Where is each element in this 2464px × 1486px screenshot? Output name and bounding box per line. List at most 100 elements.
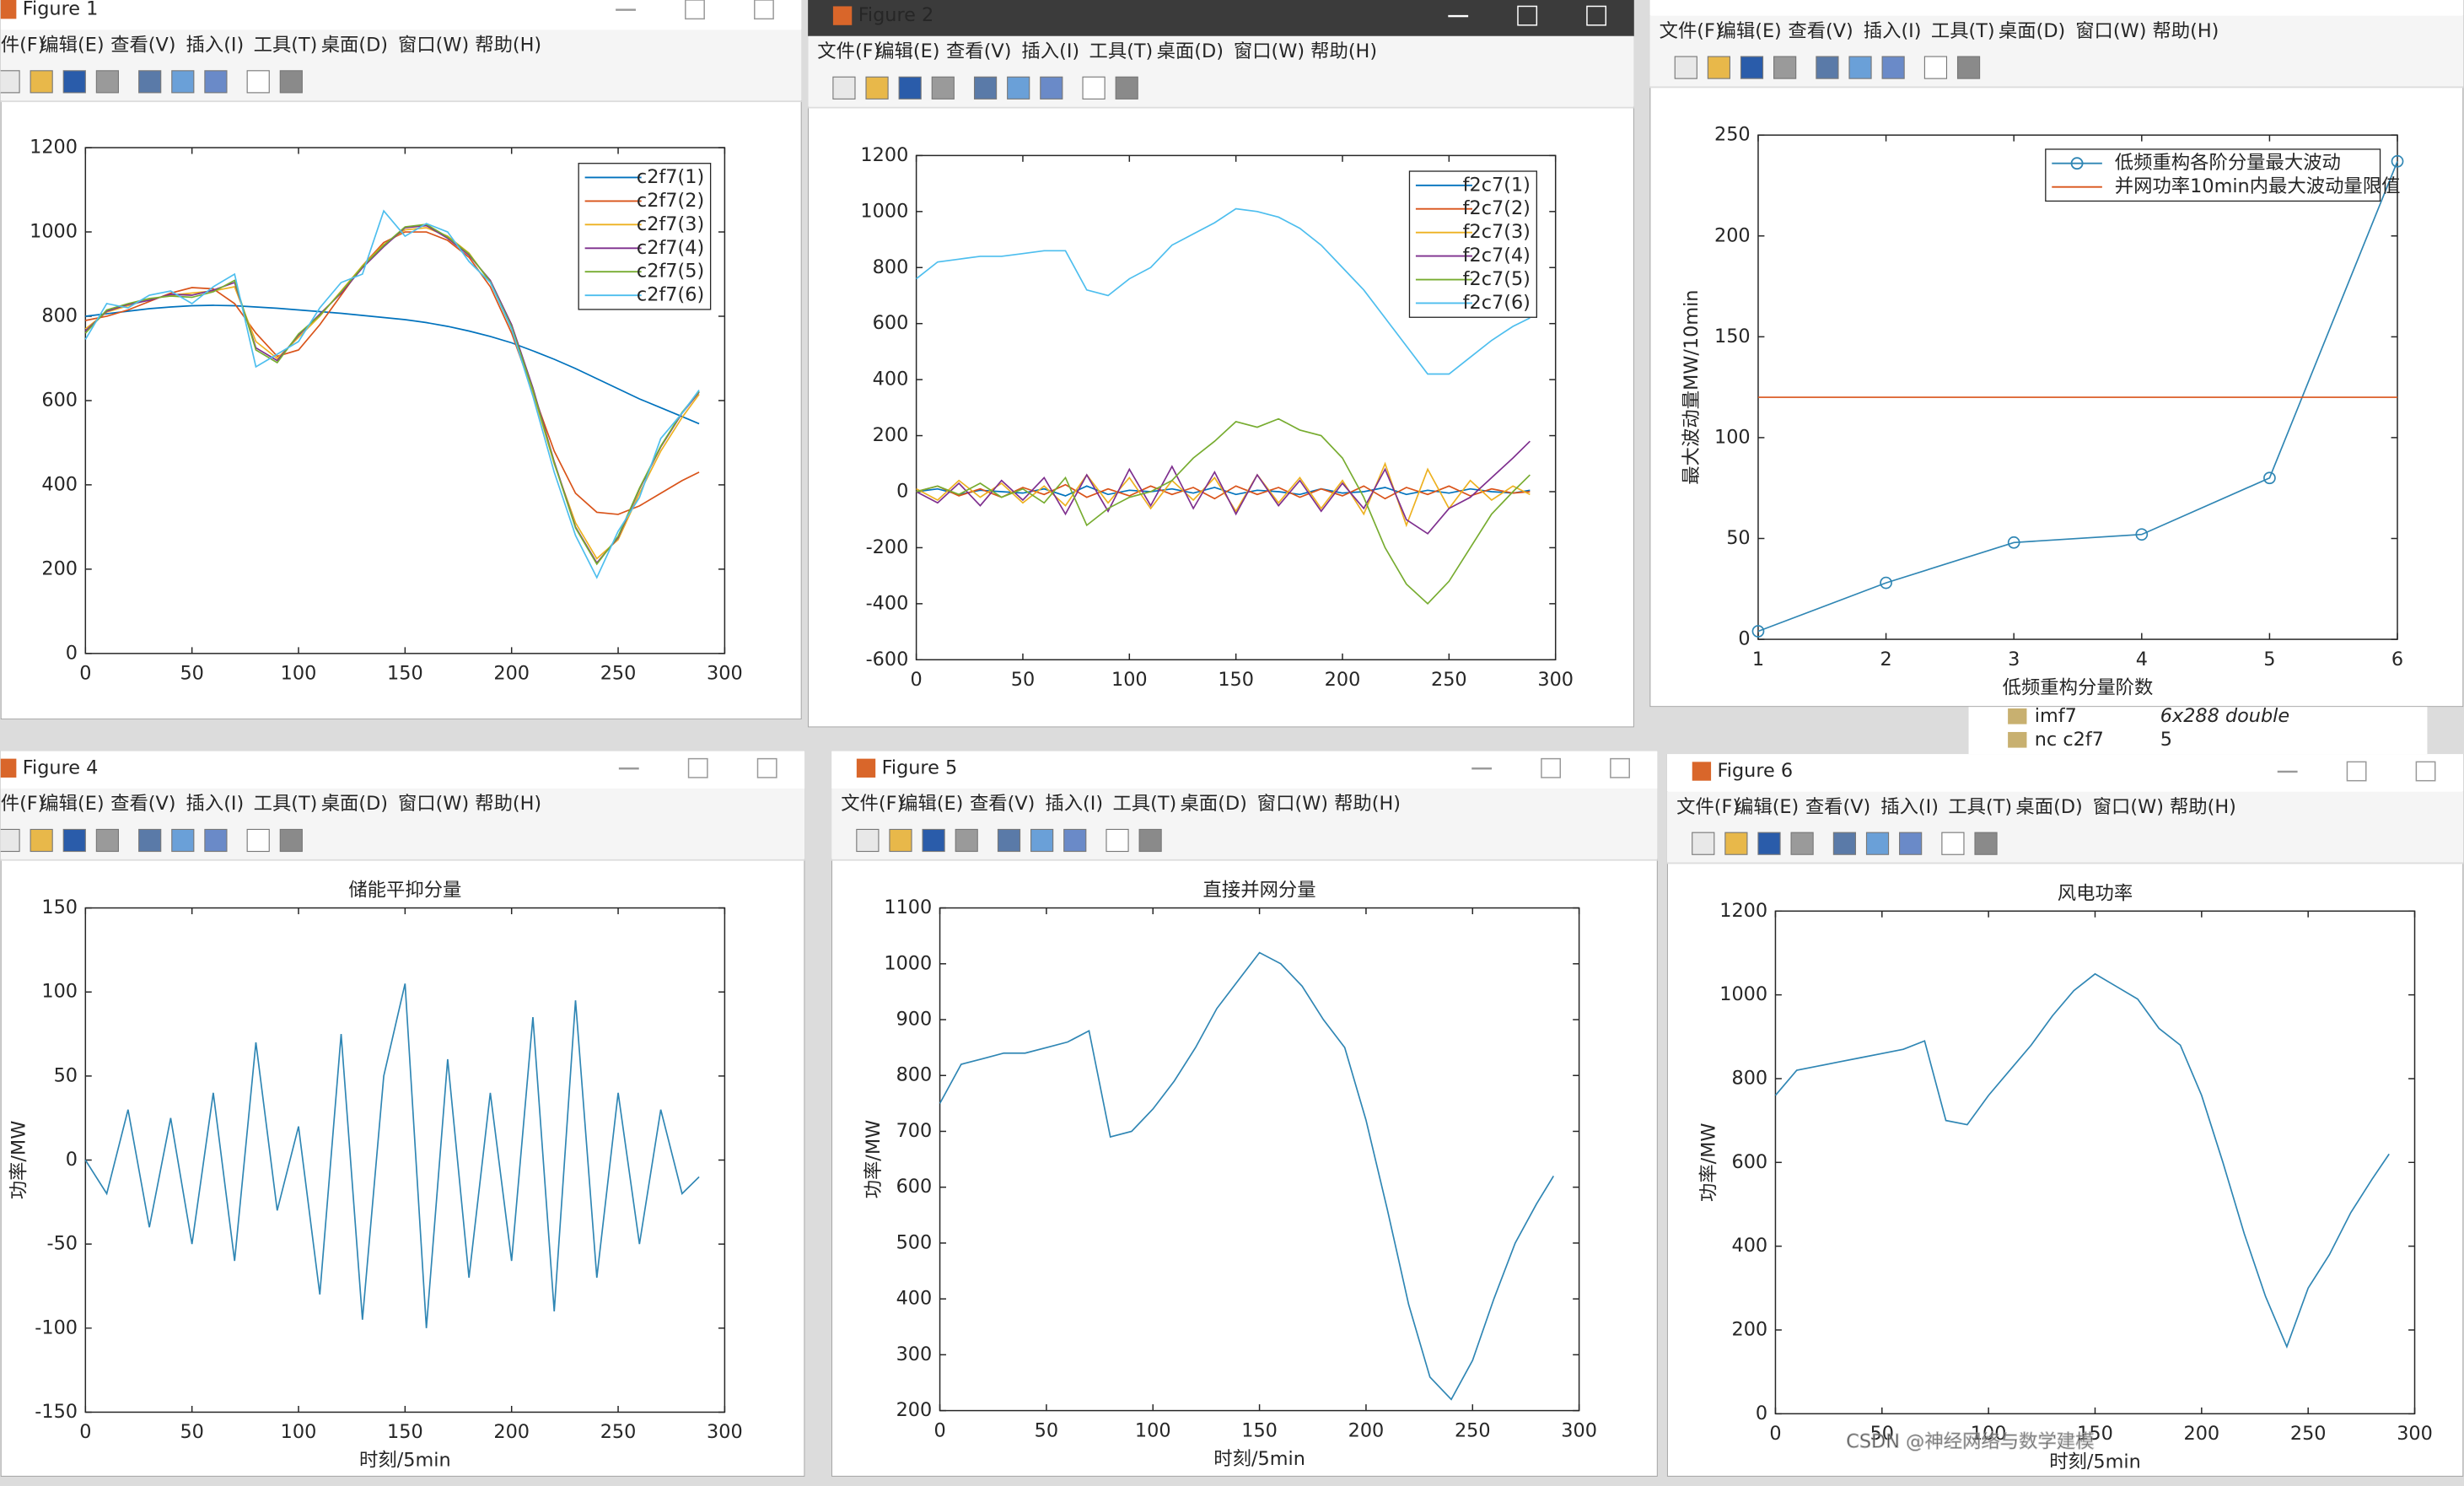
- menu-item[interactable]: 编辑(E): [899, 793, 963, 815]
- menu-item[interactable]: 帮助(H): [475, 793, 541, 815]
- menu-item[interactable]: 文件(F): [1660, 20, 1723, 42]
- menu-item[interactable]: 工具(T): [1089, 40, 1154, 62]
- menu-item[interactable]: 帮助(H): [1310, 40, 1377, 62]
- toolbar-button[interactable]: [1832, 832, 1857, 855]
- toolbar-button[interactable]: [1848, 56, 1872, 79]
- window-close-button[interactable]: [754, 0, 774, 20]
- toolbar-button[interactable]: [171, 70, 195, 94]
- toolbar-button[interactable]: [279, 70, 303, 94]
- toolbar-button[interactable]: [1082, 76, 1106, 100]
- toolbar-button[interactable]: [1899, 832, 1923, 855]
- menu-item[interactable]: 文件(F): [817, 40, 880, 62]
- toolbar-button[interactable]: [1724, 832, 1748, 855]
- window-max-button[interactable]: [685, 0, 705, 20]
- menu-item[interactable]: 编辑(E): [40, 35, 104, 57]
- toolbar-button[interactable]: [138, 828, 162, 853]
- menu-item[interactable]: 插入(I): [1864, 20, 1922, 42]
- toolbar-button[interactable]: [931, 76, 955, 100]
- toolbar-button[interactable]: [1941, 832, 1965, 855]
- toolbar-button[interactable]: [1740, 56, 1764, 79]
- menu-item[interactable]: 桌面(D): [321, 35, 388, 57]
- menu-item[interactable]: 文件(F): [0, 35, 46, 57]
- menu-item[interactable]: 窗口(W): [398, 35, 469, 57]
- menu-item[interactable]: 桌面(D): [2015, 796, 2082, 818]
- window-close-button[interactable]: [1610, 757, 1630, 778]
- menu-item[interactable]: 工具(T): [254, 793, 318, 815]
- menu-item[interactable]: 文件(F): [0, 793, 46, 815]
- toolbar-button[interactable]: [204, 828, 228, 853]
- toolbar-button[interactable]: [1692, 832, 1715, 855]
- toolbar-button[interactable]: [95, 828, 119, 853]
- toolbar-button[interactable]: [1881, 56, 1905, 79]
- menu-item[interactable]: 编辑(E): [40, 793, 104, 815]
- menu-item[interactable]: 插入(I): [186, 35, 245, 57]
- toolbar-button[interactable]: [246, 70, 270, 94]
- menu-item[interactable]: 插入(I): [1021, 40, 1079, 62]
- toolbar-button[interactable]: [246, 828, 270, 853]
- window-min-button[interactable]: [618, 767, 639, 770]
- toolbar-button[interactable]: [1106, 828, 1129, 853]
- toolbar-button[interactable]: [204, 70, 228, 94]
- toolbar-button[interactable]: [30, 70, 53, 94]
- menu-item[interactable]: 工具(T): [1931, 20, 1995, 42]
- menu-item[interactable]: 工具(T): [254, 35, 318, 57]
- menu-item[interactable]: 桌面(D): [1157, 40, 1224, 62]
- window-max-button[interactable]: [1541, 757, 1562, 778]
- menu-item[interactable]: 文件(F): [841, 793, 904, 815]
- menu-item[interactable]: 窗口(W): [2075, 20, 2146, 42]
- toolbar-button[interactable]: [922, 828, 945, 853]
- toolbar-button[interactable]: [0, 70, 20, 94]
- toolbar-button[interactable]: [62, 70, 86, 94]
- toolbar-button[interactable]: [1956, 56, 1981, 79]
- toolbar-button[interactable]: [1773, 56, 1797, 79]
- toolbar-button[interactable]: [832, 76, 856, 100]
- toolbar-button[interactable]: [898, 76, 922, 100]
- menu-item[interactable]: 窗口(W): [1234, 40, 1305, 62]
- menu-item[interactable]: 编辑(E): [1735, 796, 1799, 818]
- toolbar-button[interactable]: [1757, 832, 1781, 855]
- toolbar-button[interactable]: [973, 76, 998, 100]
- menu-item[interactable]: 工具(T): [1948, 796, 2012, 818]
- toolbar-button[interactable]: [1030, 828, 1054, 853]
- menu-item[interactable]: 帮助(H): [2152, 20, 2219, 42]
- toolbar-button[interactable]: [856, 828, 880, 853]
- toolbar-button[interactable]: [171, 828, 195, 853]
- toolbar-button[interactable]: [1816, 56, 1839, 79]
- menu-item[interactable]: 桌面(D): [1999, 20, 2065, 42]
- menu-item[interactable]: 帮助(H): [475, 35, 541, 57]
- menu-item[interactable]: 插入(I): [1045, 793, 1103, 815]
- menu-item[interactable]: 窗口(W): [1257, 793, 1328, 815]
- menu-item[interactable]: 查看(V): [1805, 796, 1870, 818]
- menu-item[interactable]: 文件(F): [1676, 796, 1740, 818]
- toolbar-button[interactable]: [1138, 828, 1162, 853]
- menu-item[interactable]: 查看(V): [110, 793, 175, 815]
- menu-item[interactable]: 查看(V): [1788, 20, 1853, 42]
- toolbar-button[interactable]: [1923, 56, 1948, 79]
- window-close-button[interactable]: [756, 757, 777, 778]
- toolbar-button[interactable]: [30, 828, 53, 853]
- toolbar-button[interactable]: [95, 70, 119, 94]
- toolbar-button[interactable]: [1063, 828, 1087, 853]
- window-close-button[interactable]: [2415, 761, 2436, 782]
- menu-item[interactable]: 帮助(H): [2170, 796, 2236, 818]
- menu-item[interactable]: 插入(I): [186, 793, 245, 815]
- menu-item[interactable]: 帮助(H): [1334, 793, 1401, 815]
- window-max-button[interactable]: [687, 757, 708, 778]
- menu-item[interactable]: 查看(V): [110, 35, 175, 57]
- toolbar-button[interactable]: [1674, 56, 1697, 79]
- toolbar-button[interactable]: [1007, 76, 1030, 100]
- toolbar-button[interactable]: [1707, 56, 1730, 79]
- toolbar-button[interactable]: [1974, 832, 1998, 855]
- window-min-button[interactable]: [1471, 767, 1493, 770]
- toolbar-button[interactable]: [1115, 76, 1138, 100]
- toolbar-button[interactable]: [62, 828, 86, 853]
- toolbar-button[interactable]: [279, 828, 303, 853]
- window-close-button[interactable]: [1586, 5, 1607, 26]
- menu-item[interactable]: 编辑(E): [875, 40, 939, 62]
- toolbar-button[interactable]: [1040, 76, 1063, 100]
- toolbar-button[interactable]: [0, 828, 20, 853]
- menu-item[interactable]: 桌面(D): [321, 793, 388, 815]
- window-max-button[interactable]: [1517, 5, 1538, 26]
- menu-item[interactable]: 窗口(W): [398, 793, 469, 815]
- menu-item[interactable]: 插入(I): [1880, 796, 1939, 818]
